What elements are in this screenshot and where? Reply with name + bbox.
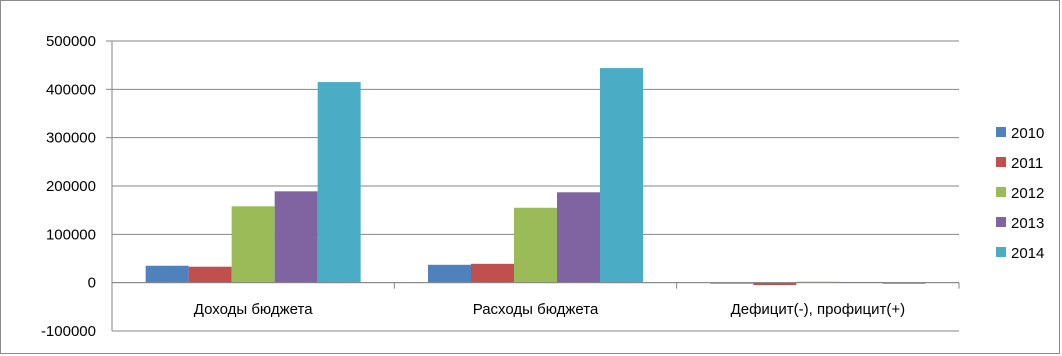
bars <box>145 68 926 286</box>
legend-swatch-2013 <box>996 217 1006 227</box>
axes <box>106 40 960 331</box>
bar-2010 <box>145 265 189 283</box>
y-tick-label: 0 <box>88 275 96 292</box>
y-tick-label: -100000 <box>41 323 96 340</box>
category-labels: Доходы бюджета Расходы бюджета Дефицит(-),… <box>194 301 905 318</box>
legend-label-2012: 2012 <box>1011 185 1044 202</box>
legend-label-2013: 2013 <box>1011 215 1044 232</box>
y-tick-label: 500000 <box>46 33 96 50</box>
bar-2011 <box>188 266 232 283</box>
legend-swatch-2011 <box>996 157 1006 167</box>
y-tick-label: 200000 <box>46 178 96 195</box>
bar-2010 <box>428 264 471 283</box>
bar-2014 <box>317 82 361 283</box>
bar-2013 <box>274 191 318 283</box>
legend-label-2014: 2014 <box>1011 245 1044 262</box>
bar-2011 <box>471 263 514 283</box>
legend-swatch-2012 <box>996 187 1006 197</box>
y-tick-labels: 500000 400000 300000 200000 100000 0 -100000 <box>41 33 96 340</box>
bar-2011 <box>753 282 797 286</box>
category-label: Расходы бюджета <box>473 301 599 318</box>
legend-label-2010: 2010 <box>1011 125 1044 142</box>
y-tick-label: 100000 <box>46 226 96 243</box>
legend-swatch-2010 <box>996 127 1006 137</box>
bar-2014 <box>600 68 643 283</box>
bar-2014 <box>882 282 926 284</box>
y-tick-label: 400000 <box>46 81 96 98</box>
bar-2012 <box>514 207 557 283</box>
y-tick-label: 300000 <box>46 130 96 147</box>
gridlines <box>112 40 959 332</box>
legend-swatch-2014 <box>996 247 1006 257</box>
legend-label-2011: 2011 <box>1011 155 1043 172</box>
bar-2013 <box>557 192 600 283</box>
category-label: Доходы бюджета <box>194 301 313 318</box>
legend: 2010 2011 2012 2013 2014 <box>996 125 1044 262</box>
category-label: Дефицит(-), профицит(+) <box>731 301 906 318</box>
bar-2012 <box>231 206 275 283</box>
